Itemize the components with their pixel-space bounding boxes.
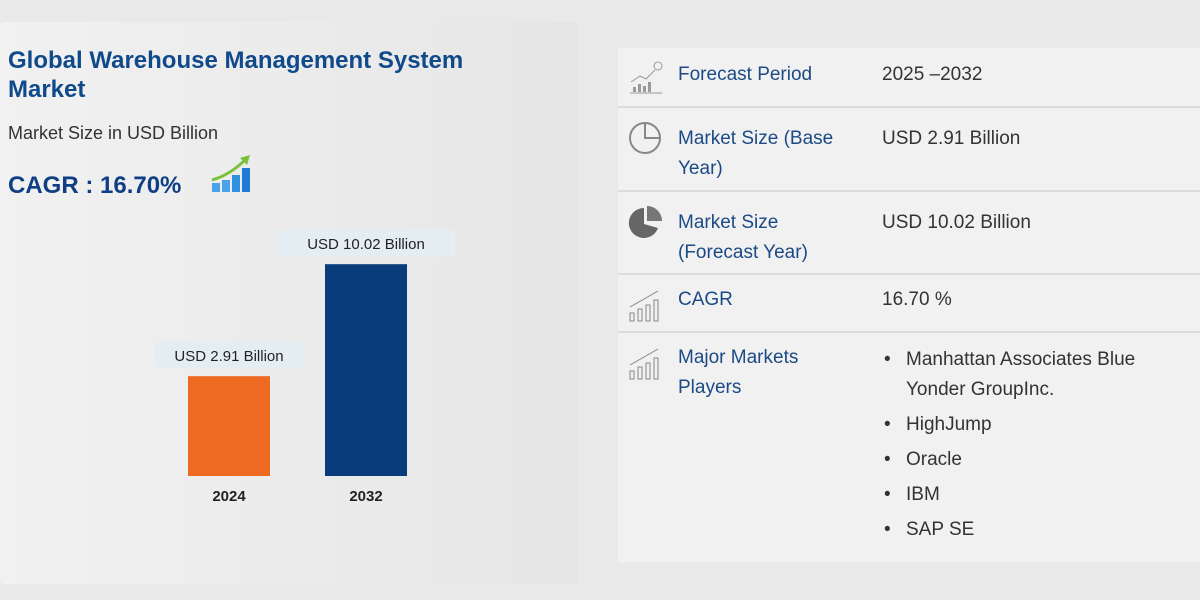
row-value: USD 10.02 Billion	[882, 212, 1031, 233]
bar-chart: USD 2.91 Billion 2024 USD 10.02 Billion 203…	[155, 230, 455, 505]
bar-2032	[325, 264, 407, 476]
table-row: CAGR 16.70 %	[618, 275, 1200, 333]
row-value: 2025 –2032	[882, 64, 983, 85]
list-item: SAP SE	[884, 515, 1196, 545]
cagr-headline: CAGR : 16.70%	[8, 172, 182, 199]
data-label: USD 2.91 Billion	[174, 348, 283, 365]
page-title: Global Warehouse Management System Marke…	[8, 47, 464, 103]
table-row: Forecast Period 2025 –2032	[618, 48, 1200, 108]
list-item: HighJump	[884, 410, 1196, 440]
list-item: Oracle	[884, 445, 1196, 475]
row-label: Market Size (Forecast Year)	[678, 212, 808, 263]
row-label: CAGR	[678, 289, 733, 310]
bar-2024	[188, 376, 270, 476]
data-label-bg	[155, 342, 303, 369]
table-row: Market Size (Forecast Year) USD 10.02 Bi…	[618, 192, 1200, 275]
row-label: Major Markets Players	[678, 347, 799, 398]
forecast-chart-icon	[630, 61, 663, 94]
row-label: Market Size (Base Year)	[678, 128, 834, 179]
x-tick-label: 2032	[349, 488, 382, 505]
data-label: USD 10.02 Billion	[307, 236, 425, 253]
row-value: USD 2.91 Billion	[882, 128, 1021, 149]
players-list: Manhattan Associates Blue Yonder GroupIn…	[884, 345, 1196, 550]
pie-outline-icon	[629, 122, 661, 154]
subtitle: Market Size in USD Billion	[8, 123, 219, 143]
summary-panel	[0, 22, 578, 584]
market-table: Forecast Period 2025 –2032 Market Size (…	[618, 48, 1200, 562]
growth-chart-icon	[629, 290, 659, 322]
data-label-bg	[277, 230, 455, 257]
row-label: Forecast Period	[678, 64, 813, 85]
growth-chart-icon	[629, 348, 659, 380]
list-item: Manhattan Associates Blue Yonder GroupIn…	[884, 345, 1196, 405]
x-tick-label: 2024	[212, 488, 246, 505]
growth-chart-icon	[211, 155, 250, 192]
list-item: IBM	[884, 480, 1196, 510]
table-row: Market Size (Base Year) USD 2.91 Billion	[618, 108, 1200, 192]
row-value: 16.70 %	[882, 289, 952, 310]
table-row: Major Markets Players Manhattan Associat…	[618, 333, 1200, 562]
pie-filled-icon	[628, 206, 662, 238]
